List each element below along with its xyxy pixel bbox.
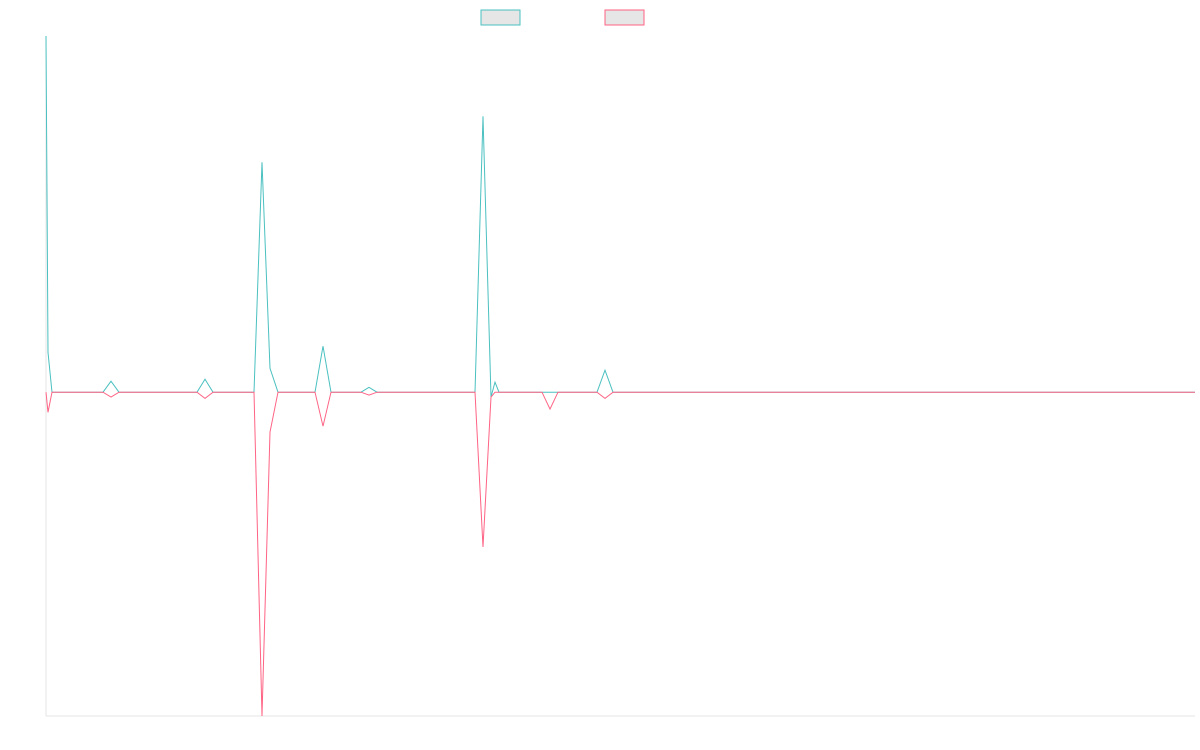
legend-swatch[interactable]	[604, 9, 645, 26]
data-line	[45, 391, 1195, 717]
data-line	[45, 35, 1195, 398]
legend-swatch[interactable]	[480, 9, 521, 26]
